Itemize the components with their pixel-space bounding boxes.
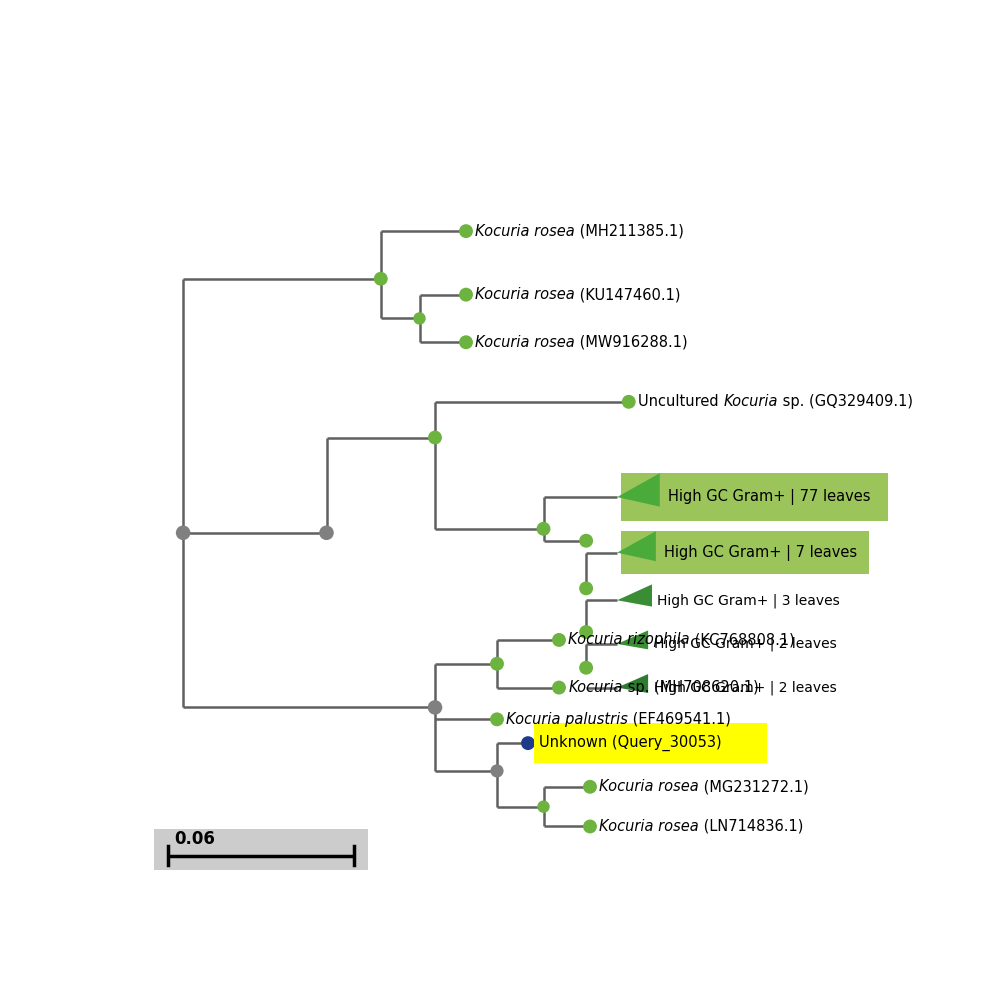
Text: sp. (GQ329409.1): sp. (GQ329409.1) — [778, 394, 913, 409]
Text: Unknown (Query_30053): Unknown (Query_30053) — [539, 735, 721, 751]
Text: Kocuria rizophila: Kocuria rizophila — [568, 632, 690, 647]
Polygon shape — [617, 473, 660, 507]
Point — [458, 223, 474, 239]
Text: Kocuria rosea: Kocuria rosea — [475, 224, 575, 239]
Point — [458, 287, 474, 303]
Text: 0.06: 0.06 — [174, 830, 215, 848]
Text: High GC Gram+ | 2 leaves: High GC Gram+ | 2 leaves — [654, 637, 837, 651]
Point — [458, 334, 474, 350]
Point — [536, 521, 552, 537]
FancyBboxPatch shape — [154, 829, 368, 870]
Text: High GC Gram+ | 77 leaves: High GC Gram+ | 77 leaves — [668, 489, 870, 505]
Text: (KC768808.1): (KC768808.1) — [690, 632, 795, 647]
Point — [578, 580, 594, 596]
FancyBboxPatch shape — [534, 723, 767, 763]
Text: (LN714836.1): (LN714836.1) — [699, 819, 803, 834]
Text: Kocuria rosea: Kocuria rosea — [475, 335, 575, 350]
Point — [536, 799, 552, 815]
Point — [489, 763, 505, 779]
Point — [578, 533, 594, 549]
FancyBboxPatch shape — [621, 531, 869, 574]
Point — [551, 632, 567, 648]
Text: High GC Gram+ | 7 leaves: High GC Gram+ | 7 leaves — [664, 545, 857, 561]
Text: (MW916288.1): (MW916288.1) — [575, 335, 688, 350]
Point — [373, 271, 389, 287]
Point — [582, 779, 598, 795]
Polygon shape — [617, 630, 648, 649]
Polygon shape — [617, 584, 652, 607]
Polygon shape — [617, 531, 656, 561]
Point — [489, 711, 505, 727]
Point — [412, 310, 428, 326]
Text: Kocuria rosea: Kocuria rosea — [475, 287, 575, 302]
Text: (EF469541.1): (EF469541.1) — [628, 712, 731, 727]
Point — [175, 525, 191, 541]
Text: sp. (MH708620.1): sp. (MH708620.1) — [623, 680, 759, 695]
Polygon shape — [617, 674, 648, 693]
Text: Kocuria: Kocuria — [568, 680, 623, 695]
Text: (MH211385.1): (MH211385.1) — [575, 224, 684, 239]
Point — [578, 624, 594, 640]
FancyBboxPatch shape — [621, 473, 888, 521]
Text: Kocuria rosea: Kocuria rosea — [599, 779, 699, 794]
Point — [520, 735, 536, 751]
Point — [578, 660, 594, 676]
Text: Kocuria palustris: Kocuria palustris — [506, 712, 628, 727]
Point — [551, 680, 567, 696]
Text: Kocuria rosea: Kocuria rosea — [599, 819, 699, 834]
Text: High GC Gram+ | 3 leaves: High GC Gram+ | 3 leaves — [657, 593, 840, 608]
Text: High GC Gram+ | 2 leaves: High GC Gram+ | 2 leaves — [654, 680, 837, 695]
Text: (KU147460.1): (KU147460.1) — [575, 287, 681, 302]
Text: (MG231272.1): (MG231272.1) — [699, 779, 809, 794]
Point — [427, 430, 443, 446]
Text: Kocuria: Kocuria — [723, 394, 778, 409]
Point — [427, 699, 443, 715]
Point — [621, 394, 637, 410]
Text: Uncultured: Uncultured — [638, 394, 723, 409]
Point — [582, 818, 598, 834]
Point — [489, 656, 505, 672]
Point — [318, 525, 334, 541]
